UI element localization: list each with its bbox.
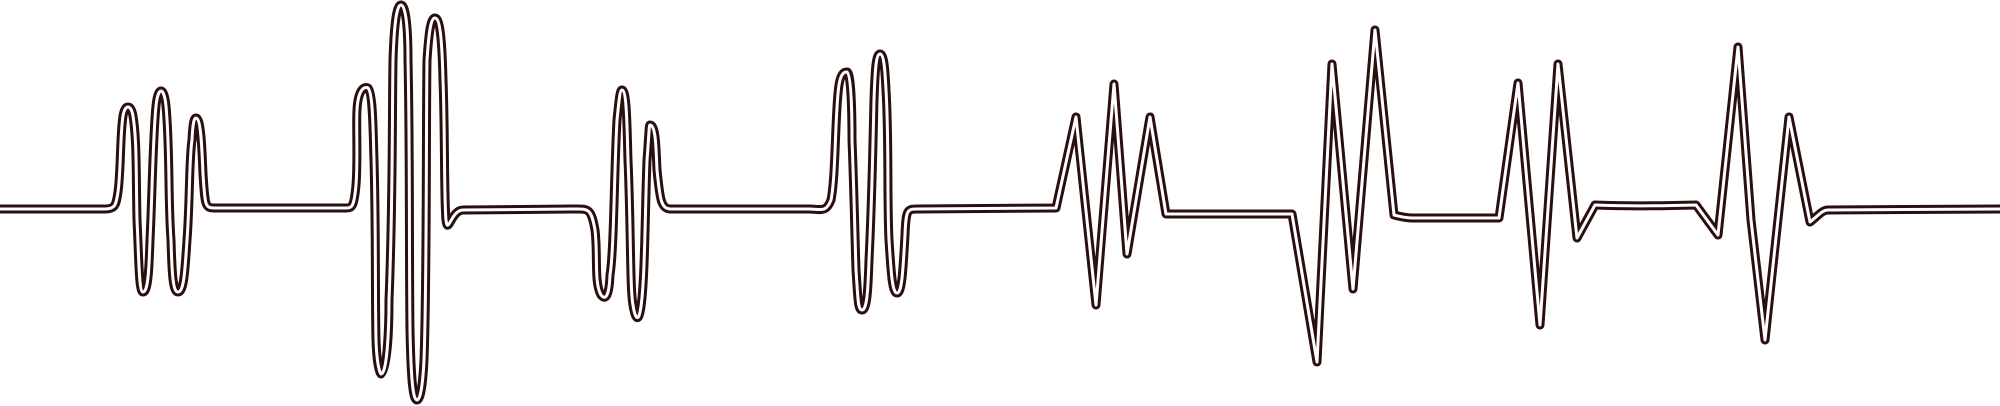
heartbeat-trace-core [0, 3, 2000, 402]
